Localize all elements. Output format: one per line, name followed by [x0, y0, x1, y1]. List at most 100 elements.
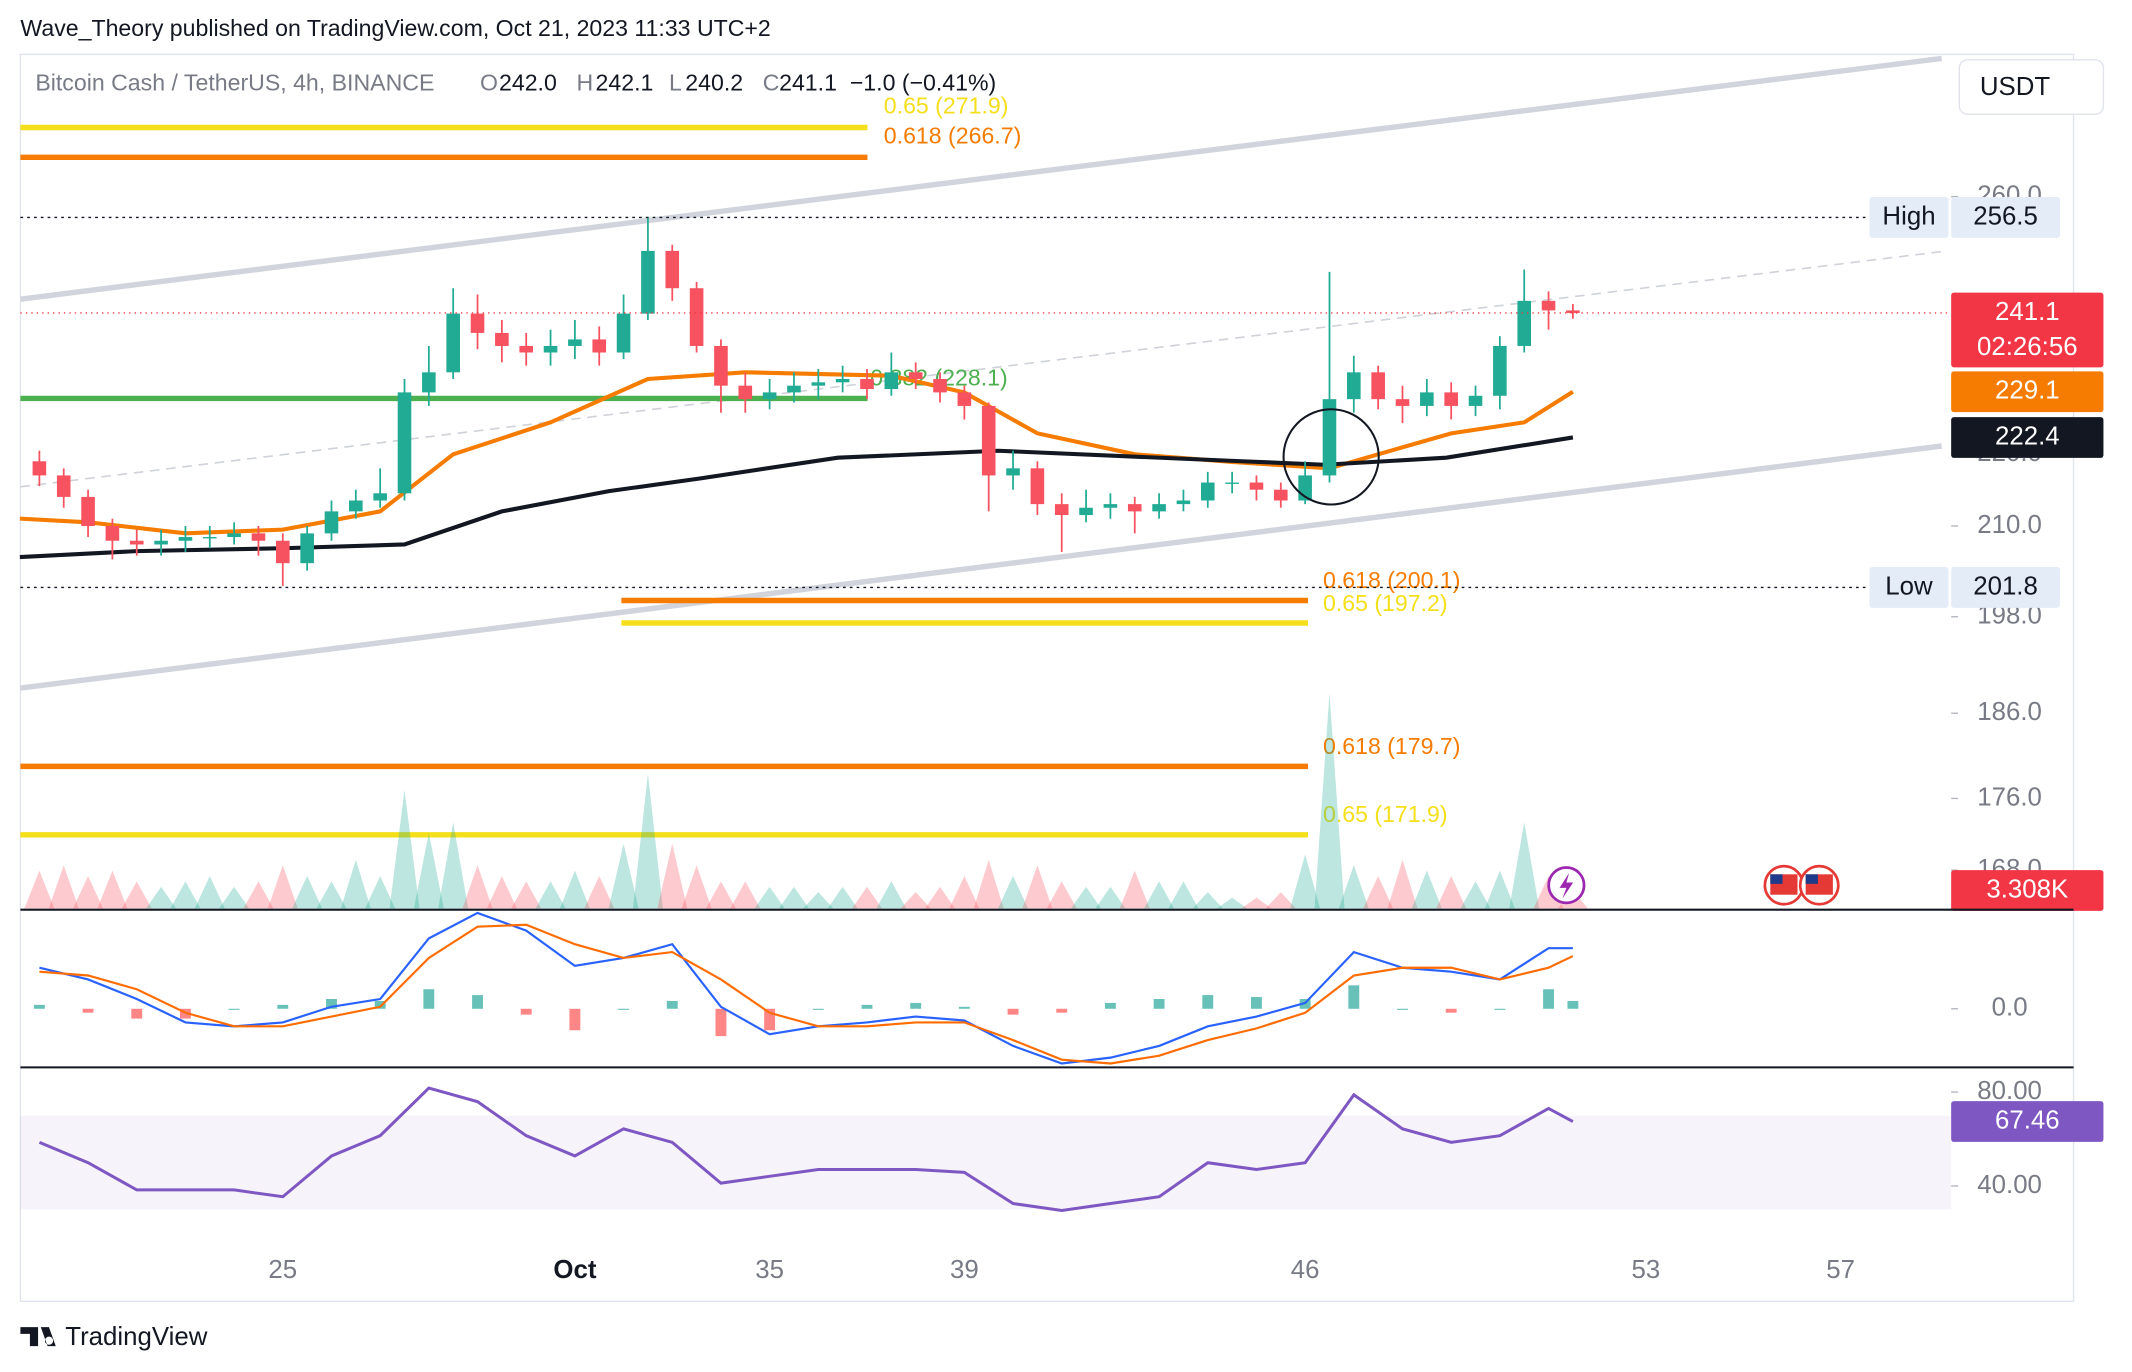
volume-area — [681, 865, 712, 909]
histogram-bar — [423, 989, 435, 1009]
volume-area — [925, 886, 955, 909]
volume-area — [340, 859, 371, 909]
volume-area — [194, 876, 225, 909]
histogram-bar — [1397, 1008, 1408, 1010]
price-tag — [1951, 371, 2104, 413]
fib-label: 0.65 (197.2) — [1323, 590, 1448, 616]
candle-body — [860, 378, 874, 390]
fib-label: 0.65 (271.9) — [884, 93, 1009, 119]
histogram-bar — [910, 1002, 922, 1009]
x-tick-label: 46 — [1291, 1256, 1320, 1284]
candle-body — [1176, 500, 1191, 505]
histogram-bar — [569, 1008, 581, 1031]
histogram-bar — [1153, 999, 1165, 1009]
volume-area — [973, 859, 1004, 909]
volume-area — [438, 822, 469, 909]
candle-body — [227, 533, 241, 538]
level-value-box — [1951, 567, 2060, 608]
annotation-circle — [1282, 408, 1380, 506]
volume-area — [486, 876, 517, 909]
volume-area — [584, 876, 615, 909]
x-tick-label: 53 — [1632, 1256, 1661, 1284]
level-label-box — [1869, 197, 1949, 238]
candle-body — [56, 475, 71, 497]
lightning-glyph — [1559, 872, 1574, 899]
candle-body — [1225, 482, 1239, 484]
candle-body — [154, 540, 168, 545]
histogram-bar — [131, 1008, 143, 1019]
histogram-bar — [1348, 985, 1360, 1009]
volume-area — [535, 881, 566, 909]
candle-body — [81, 496, 95, 526]
volume-area — [1217, 897, 1248, 909]
candle-body — [349, 500, 363, 512]
volume-area — [1484, 870, 1515, 909]
legend-value: 241.1 — [779, 69, 837, 95]
volume-area — [1119, 870, 1150, 909]
histogram-bar — [666, 1000, 678, 1009]
volume-area — [1338, 865, 1369, 909]
volume-area — [827, 886, 858, 909]
volume-area — [1071, 886, 1102, 909]
channel-bottom — [20, 443, 1942, 691]
price-tag-label: 241.1 — [1995, 298, 2060, 326]
candle-body — [105, 525, 120, 541]
y-tick-label: 0.0 — [1992, 994, 2028, 1022]
candle-body — [665, 250, 680, 289]
volume-area — [657, 843, 688, 909]
x-tick-label: 57 — [1826, 1256, 1855, 1284]
histogram-bar — [1567, 1000, 1579, 1009]
candle-body — [835, 378, 850, 383]
level-label: Low — [1885, 572, 1933, 600]
channel-top — [20, 55, 1942, 302]
candle-body — [1322, 399, 1337, 476]
frame — [19, 53, 2075, 1302]
volume-area — [779, 886, 809, 909]
histogram-bar — [1056, 1008, 1068, 1013]
volume-area — [1095, 886, 1126, 909]
volume-area — [267, 865, 298, 909]
x-tick-label: 39 — [950, 1256, 979, 1284]
candle-body — [178, 537, 193, 541]
legend-key: O — [480, 69, 498, 95]
candle-body — [1152, 504, 1166, 512]
series-title: Bitcoin Cash / TetherUS, 4h, BINANCE — [35, 69, 434, 95]
volume-area — [1168, 881, 1199, 909]
volume-area — [48, 865, 79, 909]
volume-area — [146, 886, 177, 909]
candle-body — [592, 339, 607, 353]
y-tick-label: 80.00 — [1977, 1077, 2042, 1105]
candle-body — [324, 511, 339, 534]
flag-glyph — [1805, 874, 1818, 884]
volume-area — [316, 881, 347, 909]
fib-label: 0.618 (266.7) — [884, 122, 1021, 148]
x-tick-label: 25 — [268, 1256, 297, 1284]
histogram-bar — [472, 995, 483, 1009]
price-tag-label: 3.308K — [1986, 875, 2068, 903]
event-icons[interactable] — [1547, 864, 1840, 906]
histogram-bar — [326, 999, 337, 1009]
candle-body — [422, 372, 436, 393]
volume-area — [1314, 693, 1345, 909]
price-tag-label: 229.1 — [1995, 377, 2060, 405]
volume-area — [876, 881, 907, 909]
volume-area — [852, 886, 882, 909]
volume-area — [121, 881, 152, 909]
candle-body — [543, 345, 558, 353]
histogram-bar — [764, 1008, 776, 1031]
histogram-bar — [228, 1008, 240, 1010]
volume-area — [97, 870, 128, 909]
candle-body — [1444, 392, 1458, 406]
candle-body — [1006, 468, 1020, 476]
volume-area — [292, 876, 323, 909]
candle-body — [1030, 468, 1045, 505]
histogram-bar — [1007, 1008, 1019, 1015]
histogram-bar — [715, 1008, 727, 1037]
histogram-bar — [520, 1008, 532, 1015]
candle-body — [957, 392, 972, 406]
currency-button[interactable] — [1958, 59, 2105, 115]
histogram-bar — [82, 1008, 94, 1013]
histogram-bar — [277, 1004, 289, 1009]
candle-body — [1420, 392, 1434, 406]
